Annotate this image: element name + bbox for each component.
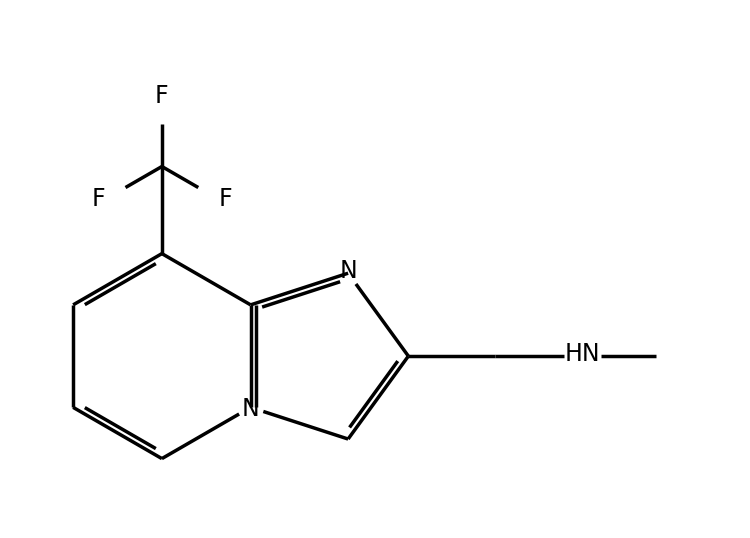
Text: N: N — [339, 259, 357, 283]
Text: HN: HN — [565, 342, 601, 366]
Text: F: F — [218, 187, 232, 211]
Text: F: F — [92, 187, 106, 211]
Text: N: N — [242, 398, 260, 421]
Text: F: F — [155, 84, 169, 108]
